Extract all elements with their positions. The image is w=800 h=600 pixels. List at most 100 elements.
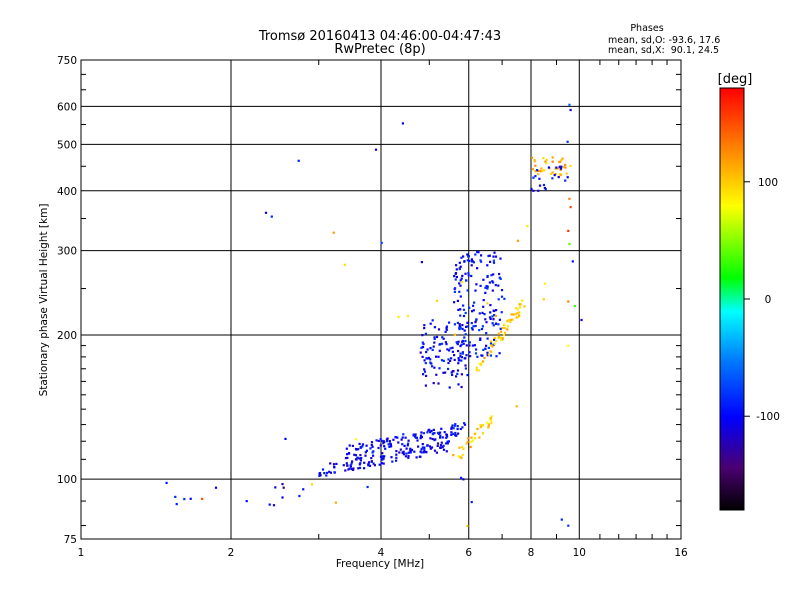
data-point xyxy=(435,299,438,302)
data-point xyxy=(490,340,493,343)
data-point xyxy=(453,301,456,304)
data-point xyxy=(455,341,458,344)
data-point xyxy=(485,285,488,288)
data-point xyxy=(534,164,537,167)
data-point xyxy=(402,433,405,436)
data-point xyxy=(462,478,465,481)
data-point xyxy=(465,442,468,445)
data-point xyxy=(390,445,393,448)
phase-stats-heading: Phases xyxy=(630,23,663,34)
data-point xyxy=(358,457,361,460)
data-point xyxy=(472,261,475,264)
data-point xyxy=(384,447,387,450)
data-point xyxy=(498,335,501,339)
data-point xyxy=(564,179,567,182)
data-point xyxy=(435,451,438,454)
data-point xyxy=(175,503,178,506)
data-point xyxy=(486,285,489,288)
data-point xyxy=(363,467,366,470)
data-point xyxy=(559,168,562,171)
data-point xyxy=(421,334,424,337)
data-point xyxy=(440,359,444,362)
data-point xyxy=(364,451,367,454)
data-point xyxy=(377,446,380,450)
data-point xyxy=(452,454,455,457)
data-point xyxy=(492,309,495,312)
data-point xyxy=(492,273,495,276)
data-point xyxy=(492,255,495,258)
data-point xyxy=(486,421,489,424)
data-point xyxy=(464,339,467,343)
data-point xyxy=(497,332,500,335)
data-point xyxy=(270,215,273,218)
data-point xyxy=(433,449,437,452)
data-point xyxy=(388,445,391,448)
data-point xyxy=(468,351,471,354)
data-point xyxy=(470,274,473,278)
data-point xyxy=(472,309,475,312)
data-point xyxy=(420,431,423,434)
data-point xyxy=(457,357,460,360)
x-tick-label: 1 xyxy=(78,547,85,559)
data-point xyxy=(392,438,395,441)
data-point xyxy=(402,453,405,456)
phase-stats-o: mean, sd,O: -93.6, 17.6 xyxy=(608,35,720,46)
data-point xyxy=(370,460,373,463)
data-point xyxy=(451,373,454,376)
data-point xyxy=(509,318,512,321)
data-point xyxy=(466,289,469,292)
data-point xyxy=(460,385,463,389)
data-point xyxy=(463,423,467,426)
data-point xyxy=(440,342,444,345)
data-point xyxy=(531,156,534,159)
data-point xyxy=(492,281,495,284)
data-point xyxy=(394,436,397,439)
colorbar-tick-label: -100 xyxy=(756,411,780,423)
data-point xyxy=(459,456,462,459)
data-point xyxy=(487,346,490,349)
data-point xyxy=(424,362,427,365)
data-point xyxy=(568,103,571,106)
data-point xyxy=(358,463,361,466)
data-point xyxy=(354,454,358,457)
data-point xyxy=(427,356,431,359)
data-point xyxy=(407,439,410,442)
data-point xyxy=(439,446,442,449)
data-point xyxy=(481,311,484,314)
data-point xyxy=(464,272,467,275)
data-point xyxy=(415,456,418,459)
data-point xyxy=(395,450,398,453)
data-point xyxy=(357,448,360,451)
data-point xyxy=(472,325,475,328)
data-point xyxy=(471,344,474,347)
data-point xyxy=(458,446,461,449)
data-point xyxy=(459,314,462,317)
data-point xyxy=(449,347,452,350)
data-point xyxy=(424,332,427,335)
data-point xyxy=(564,166,567,169)
data-point xyxy=(540,167,543,170)
data-point xyxy=(433,337,436,340)
data-point xyxy=(414,433,417,436)
data-point xyxy=(420,451,423,454)
data-point xyxy=(488,254,491,257)
data-point xyxy=(446,348,449,351)
data-point xyxy=(545,158,548,161)
data-point xyxy=(494,255,498,258)
data-point xyxy=(460,359,463,362)
data-point xyxy=(369,447,372,450)
data-point xyxy=(354,438,357,441)
data-point xyxy=(321,468,325,471)
data-point xyxy=(432,382,435,385)
data-point xyxy=(482,299,485,302)
data-point xyxy=(425,374,428,377)
data-point xyxy=(558,165,561,168)
data-point xyxy=(345,462,348,465)
data-point xyxy=(499,327,502,330)
data-point xyxy=(531,168,535,171)
data-point xyxy=(506,320,509,323)
data-point xyxy=(445,433,448,437)
data-point xyxy=(489,417,492,420)
data-point xyxy=(466,253,469,256)
data-point xyxy=(284,437,287,440)
